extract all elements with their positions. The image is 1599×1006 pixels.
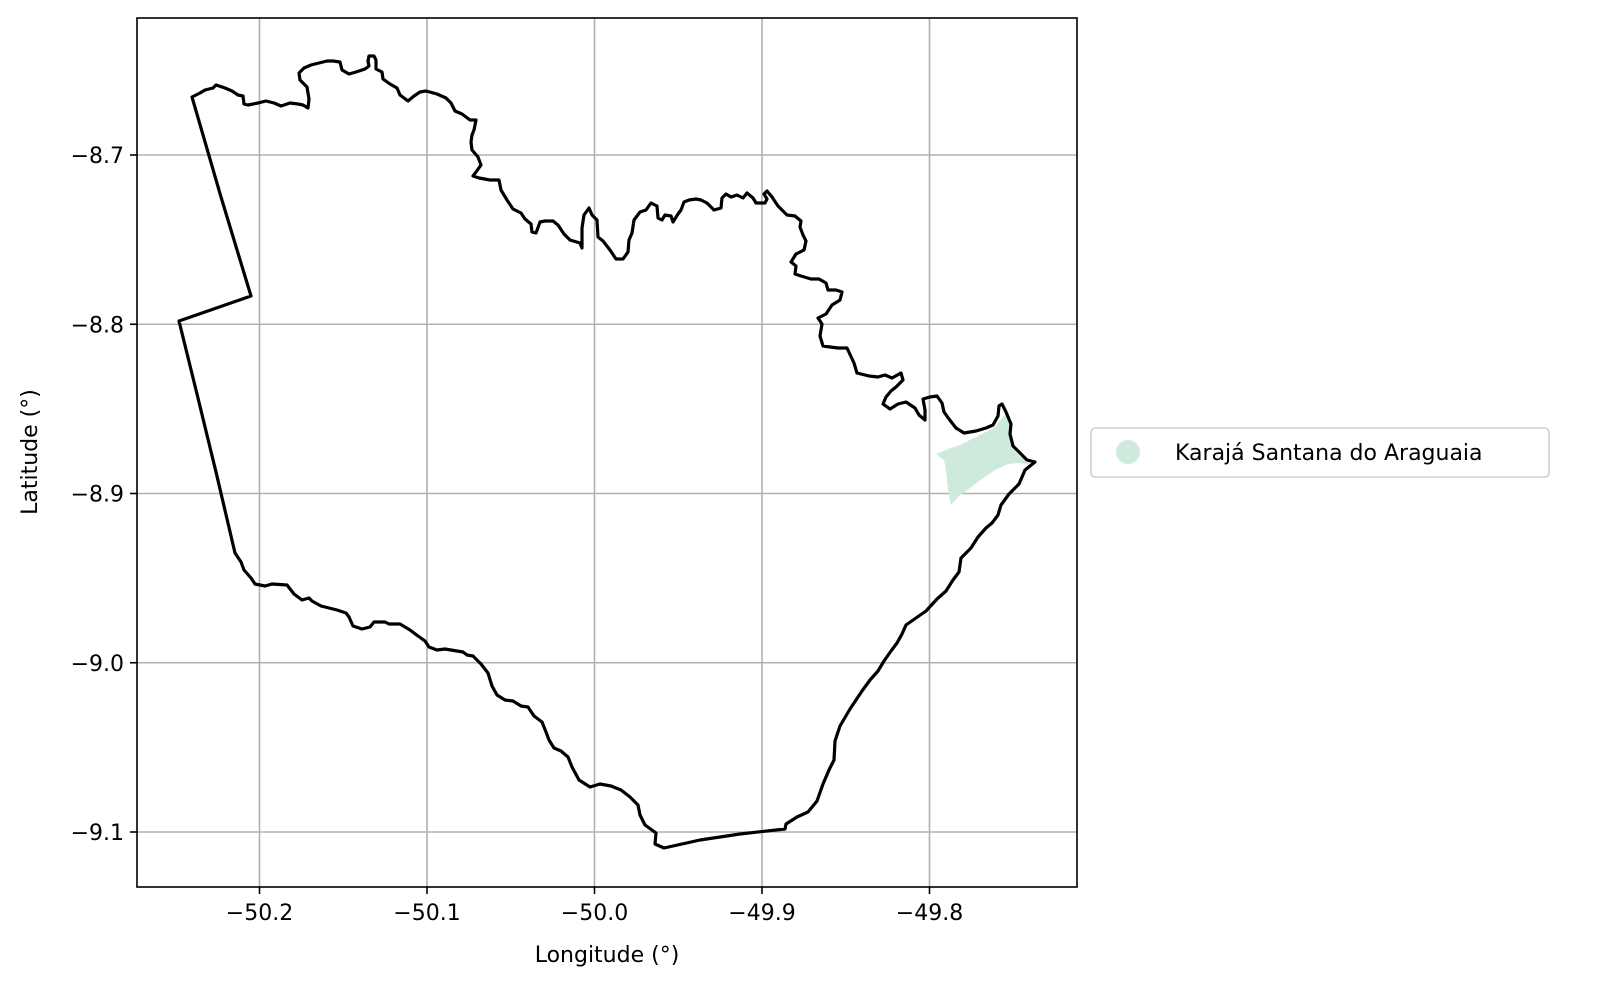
x-tick-label: −50.2 bbox=[226, 901, 293, 926]
x-tick-label: −49.8 bbox=[896, 901, 963, 926]
grid-lines bbox=[137, 18, 1077, 887]
x-tick-label: −50.0 bbox=[561, 901, 628, 926]
y-tick-label: −8.8 bbox=[71, 313, 124, 338]
x-tick-label: −49.9 bbox=[728, 901, 795, 926]
legend-marker bbox=[1116, 440, 1140, 464]
y-tick-label: −9.0 bbox=[71, 652, 124, 677]
y-axis-ticks: −8.7 −8.8 −8.9 −9.0 −9.1 bbox=[71, 144, 137, 846]
y-tick-label: −9.1 bbox=[71, 821, 124, 846]
x-tick-label: −50.1 bbox=[393, 901, 460, 926]
y-tick-label: −8.7 bbox=[71, 144, 124, 169]
x-axis-label: Longitude (°) bbox=[535, 943, 680, 968]
municipality-boundary bbox=[177, 54, 1037, 850]
axes-frame bbox=[136, 17, 1078, 888]
x-axis-ticks: −50.2 −50.1 −50.0 −49.9 −49.8 bbox=[226, 887, 963, 926]
territory-karaja-santana-do-araguaia bbox=[936, 414, 1032, 505]
legend-label: Karajá Santana do Araguaia bbox=[1175, 441, 1483, 466]
legend-box bbox=[1090, 427, 1550, 478]
legend: Karajá Santana do Araguaia bbox=[1090, 427, 1550, 478]
y-tick-label: −8.9 bbox=[71, 483, 124, 508]
y-axis-label: Latitude (°) bbox=[18, 389, 43, 515]
